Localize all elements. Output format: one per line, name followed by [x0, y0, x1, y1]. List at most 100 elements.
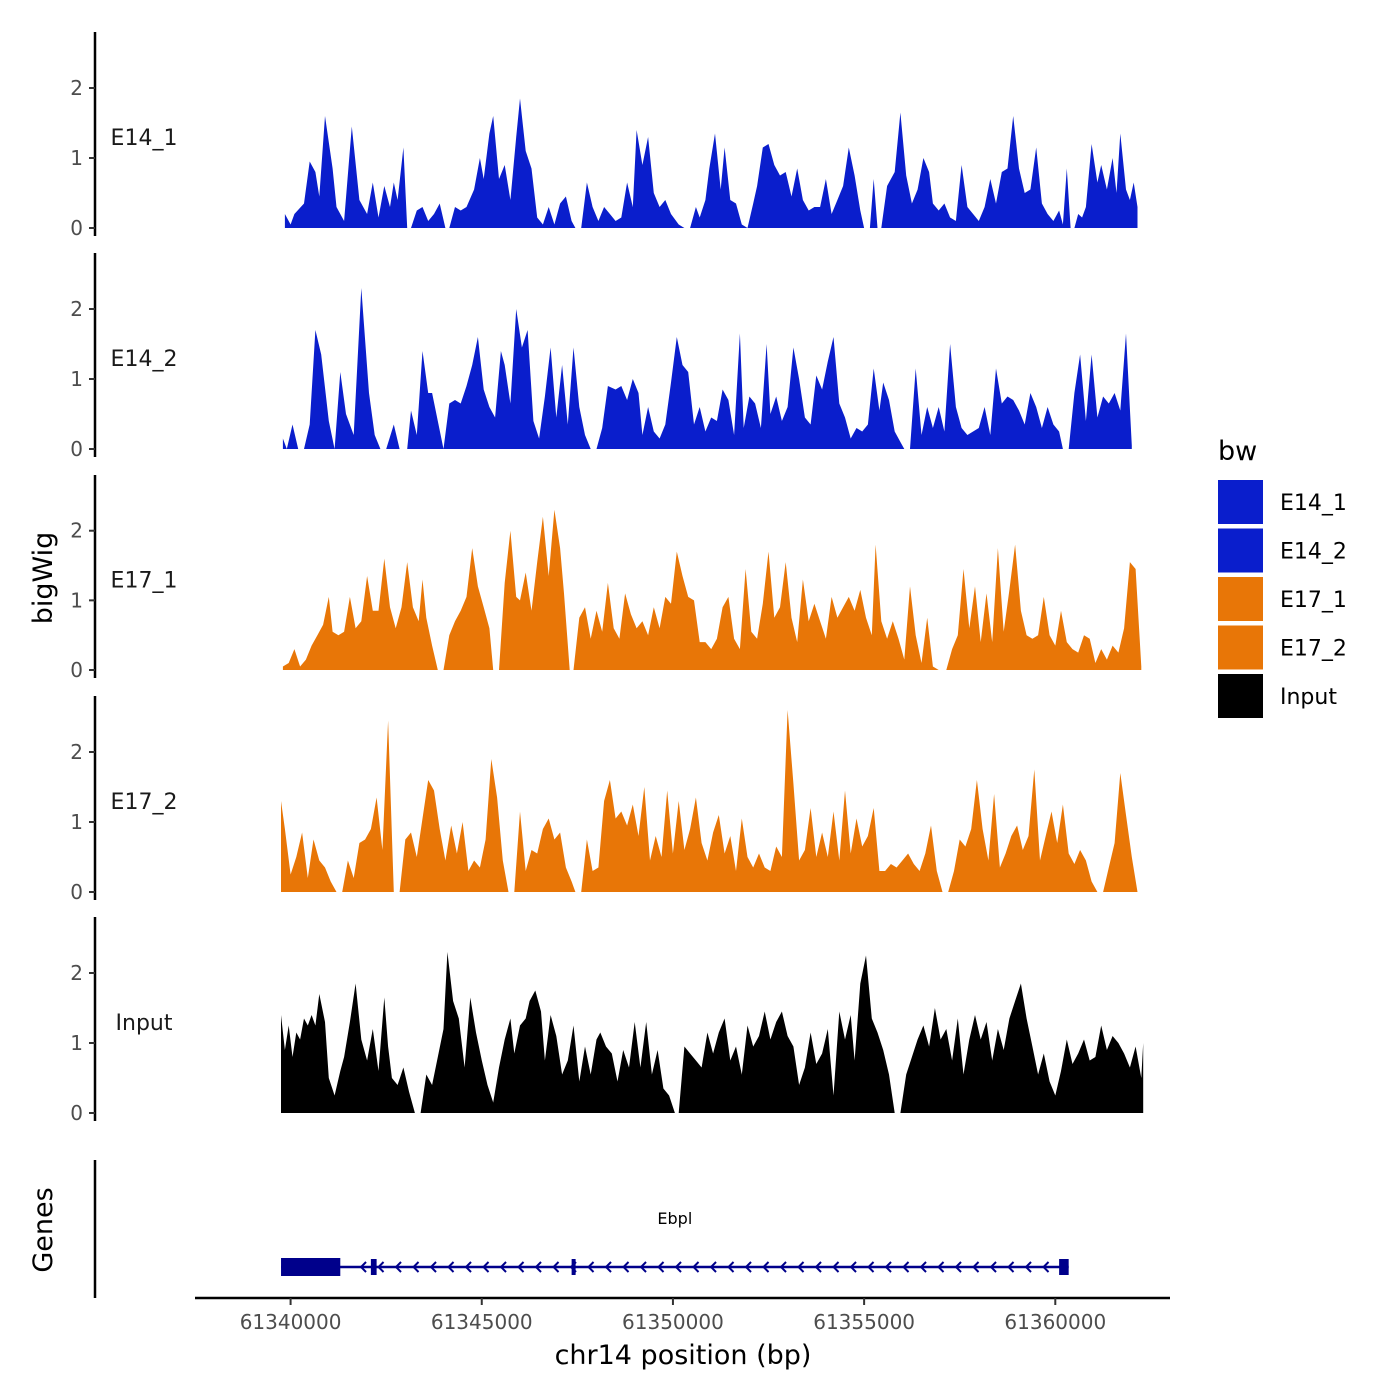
track-Input: 0 1 2 Input	[70, 917, 1144, 1125]
gene-track-title: Genes	[28, 1187, 59, 1272]
strand-arrow	[849, 1261, 857, 1273]
gene-exon	[370, 1259, 377, 1275]
strand-arrow	[447, 1261, 455, 1273]
legend-title: bw	[1218, 436, 1257, 467]
y-tick-label: 2	[70, 519, 83, 543]
strand-arrow	[464, 1261, 472, 1273]
track-E17_1: 0 1 2 E17_1	[70, 475, 1142, 682]
track-E14_2: 0 1 2 E14_2	[70, 253, 1132, 461]
y-axis-title: bigWig	[28, 532, 59, 625]
legend-item-Input: Input	[1218, 674, 1337, 718]
x-tick-label: 61345000	[431, 1310, 533, 1334]
strand-arrow	[972, 1261, 980, 1273]
y-tick-label: 0	[70, 880, 83, 904]
strand-arrow	[867, 1261, 875, 1273]
strand-arrow	[814, 1261, 822, 1273]
y-tick-label: 0	[70, 216, 83, 240]
x-axis-title: chr14 position (bp)	[555, 1340, 812, 1371]
strand-arrow	[1024, 1261, 1032, 1273]
gene-name-label: Ebpl	[657, 1209, 692, 1228]
strand-arrow	[902, 1261, 910, 1273]
y-tick-label: 2	[70, 961, 83, 985]
y-tick-label: 1	[70, 588, 83, 612]
legend-label: E14_2	[1280, 540, 1347, 565]
legend-swatch	[1218, 577, 1263, 621]
x-tick-label: 61350000	[622, 1310, 724, 1334]
y-tick-label: 0	[70, 1101, 83, 1125]
strand-arrow	[797, 1261, 805, 1273]
legend: bw E14_1 E14_2 E17_1 E17_2 Input	[1218, 436, 1347, 718]
signal-area-Input	[281, 952, 1144, 1113]
strand-arrow	[377, 1261, 385, 1273]
legend-label: E17_1	[1280, 588, 1347, 613]
strand-arrow	[762, 1261, 770, 1273]
strand-arrow	[727, 1261, 735, 1273]
strand-arrow	[552, 1261, 560, 1273]
legend-swatch	[1218, 480, 1263, 524]
track-label: Input	[116, 1011, 173, 1036]
signal-area-E14_2	[282, 288, 1132, 449]
signal-area-E17_2	[281, 710, 1138, 892]
y-tick-label: 1	[70, 367, 83, 391]
strand-arrow	[534, 1261, 542, 1273]
legend-label: Input	[1280, 685, 1337, 710]
y-tick-label: 1	[70, 146, 83, 170]
x-tick-label: 61360000	[1004, 1310, 1106, 1334]
strand-arrow	[989, 1261, 997, 1273]
y-tick-label: 0	[70, 437, 83, 461]
strand-arrow	[394, 1261, 402, 1273]
strand-arrow	[1007, 1261, 1015, 1273]
x-tick-label: 61355000	[813, 1310, 915, 1334]
legend-label: E14_1	[1280, 491, 1347, 516]
strand-arrow	[744, 1261, 752, 1273]
strand-arrow	[937, 1261, 945, 1273]
strand-arrow	[604, 1261, 612, 1273]
track-label: E17_2	[111, 790, 178, 815]
legend-swatch	[1218, 528, 1263, 573]
strand-arrow	[622, 1261, 630, 1273]
track-E14_1: 0 1 2 E14_1	[70, 32, 1138, 240]
legend-item-E14_2: E14_2	[1218, 528, 1347, 573]
gene-exon	[571, 1259, 576, 1275]
strand-arrow	[429, 1261, 437, 1273]
strand-arrow	[482, 1261, 490, 1273]
strand-arrow	[884, 1261, 892, 1273]
strand-arrow	[517, 1261, 525, 1273]
track-label: E14_1	[111, 126, 178, 151]
gene-Ebpl: Ebpl	[281, 1209, 1069, 1276]
x-axis: 61340000 61345000 61350000 61355000 61360000	[195, 1296, 1170, 1334]
strand-arrow	[587, 1261, 595, 1273]
x-tick-label: 61340000	[240, 1310, 342, 1334]
strand-arrow	[639, 1261, 647, 1273]
signal-area-E14_1	[284, 98, 1138, 228]
strand-arrow	[499, 1261, 507, 1273]
strand-arrow	[709, 1261, 717, 1273]
strand-arrow	[692, 1261, 700, 1273]
y-tick-label: 0	[70, 658, 83, 682]
strand-arrow	[832, 1261, 840, 1273]
legend-swatch	[1218, 674, 1263, 718]
strand-arrow	[359, 1261, 367, 1273]
strand-arrow	[674, 1261, 682, 1273]
signal-tracks: 0 1 2 E14_1 0 1 2 E14_2 0 1 2 E17_1 0 1 2 E17_2 0 1 2 Input	[70, 32, 1144, 1125]
y-tick-label: 2	[70, 740, 83, 764]
strand-arrow	[919, 1261, 927, 1273]
strand-arrow	[657, 1261, 665, 1273]
strand-arrow	[1042, 1261, 1050, 1273]
y-tick-label: 1	[70, 810, 83, 834]
signal-area-E17_1	[282, 509, 1142, 670]
legend-item-E17_2: E17_2	[1218, 625, 1347, 670]
legend-swatch	[1218, 625, 1263, 670]
track-E17_2: 0 1 2 E17_2	[70, 696, 1138, 904]
y-tick-label: 1	[70, 1031, 83, 1055]
track-label: E17_1	[111, 568, 178, 593]
y-tick-label: 2	[70, 76, 83, 100]
strand-arrow	[779, 1261, 787, 1273]
legend-item-E17_1: E17_1	[1218, 577, 1347, 621]
gene-track: Ebpl	[93, 1160, 1069, 1298]
legend-item-E14_1: E14_1	[1218, 480, 1347, 524]
gene-exon	[281, 1258, 341, 1276]
y-tick-label: 2	[70, 297, 83, 321]
strand-arrow	[954, 1261, 962, 1273]
